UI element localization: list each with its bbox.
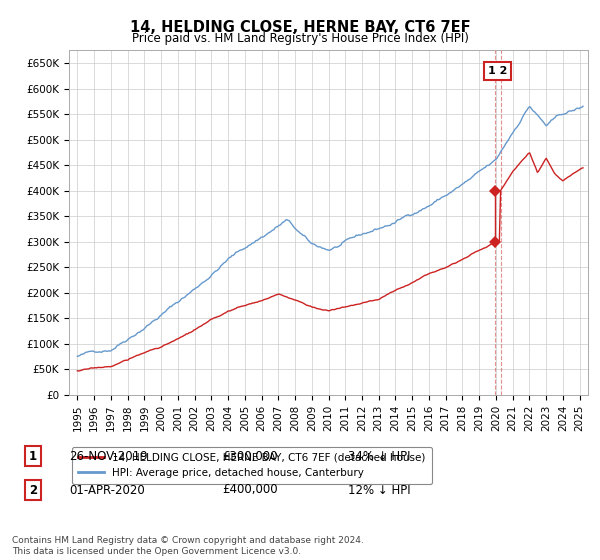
Text: 01-APR-2020: 01-APR-2020 bbox=[69, 483, 145, 497]
Text: Contains HM Land Registry data © Crown copyright and database right 2024.
This d: Contains HM Land Registry data © Crown c… bbox=[12, 536, 364, 556]
Text: 2: 2 bbox=[29, 483, 37, 497]
Text: Price paid vs. HM Land Registry's House Price Index (HPI): Price paid vs. HM Land Registry's House … bbox=[131, 32, 469, 45]
Text: 34% ↓ HPI: 34% ↓ HPI bbox=[348, 450, 410, 463]
Text: 12% ↓ HPI: 12% ↓ HPI bbox=[348, 483, 410, 497]
Legend: 14, HELDING CLOSE, HERNE BAY, CT6 7EF (detached house), HPI: Average price, deta: 14, HELDING CLOSE, HERNE BAY, CT6 7EF (d… bbox=[71, 446, 432, 484]
Text: 26-NOV-2019: 26-NOV-2019 bbox=[69, 450, 148, 463]
Text: 14, HELDING CLOSE, HERNE BAY, CT6 7EF: 14, HELDING CLOSE, HERNE BAY, CT6 7EF bbox=[130, 20, 470, 35]
Text: £400,000: £400,000 bbox=[222, 483, 278, 497]
Text: 1: 1 bbox=[29, 450, 37, 463]
Text: 1 2: 1 2 bbox=[488, 66, 507, 76]
Text: £300,000: £300,000 bbox=[222, 450, 277, 463]
